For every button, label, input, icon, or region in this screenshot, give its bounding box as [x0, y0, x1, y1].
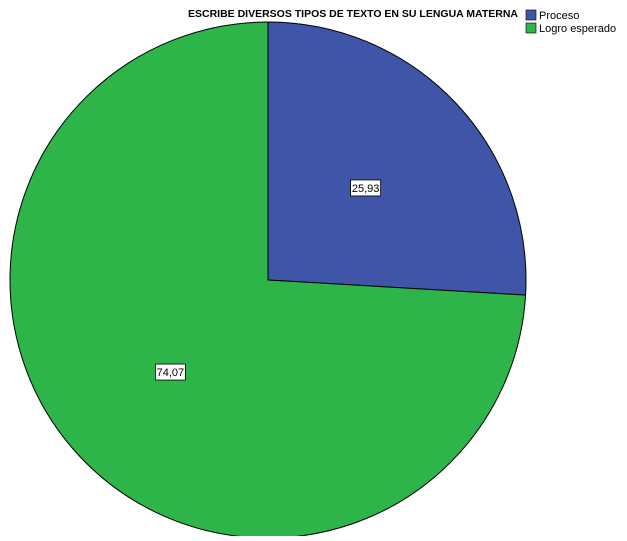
legend-label: Logro esperado [539, 23, 616, 35]
data-label-box [350, 179, 381, 197]
legend-label: Proceso [539, 10, 579, 22]
pie-slice-logro-esperado [9, 21, 527, 539]
legend-swatch-logro-esperado [525, 22, 537, 34]
data-label: 74,07 [157, 367, 185, 379]
legend-swatch-proceso [525, 9, 537, 21]
pie-slices [9, 21, 527, 539]
data-label-box [155, 363, 186, 381]
data-label: 25,93 [352, 183, 380, 195]
data-labels: 25,93 74,07 [155, 179, 381, 381]
chart-title: ESCRIBE DIVERSOS TIPOS DE TEXTO EN SU LE… [188, 8, 518, 20]
pie-slice-proceso [267, 21, 527, 296]
